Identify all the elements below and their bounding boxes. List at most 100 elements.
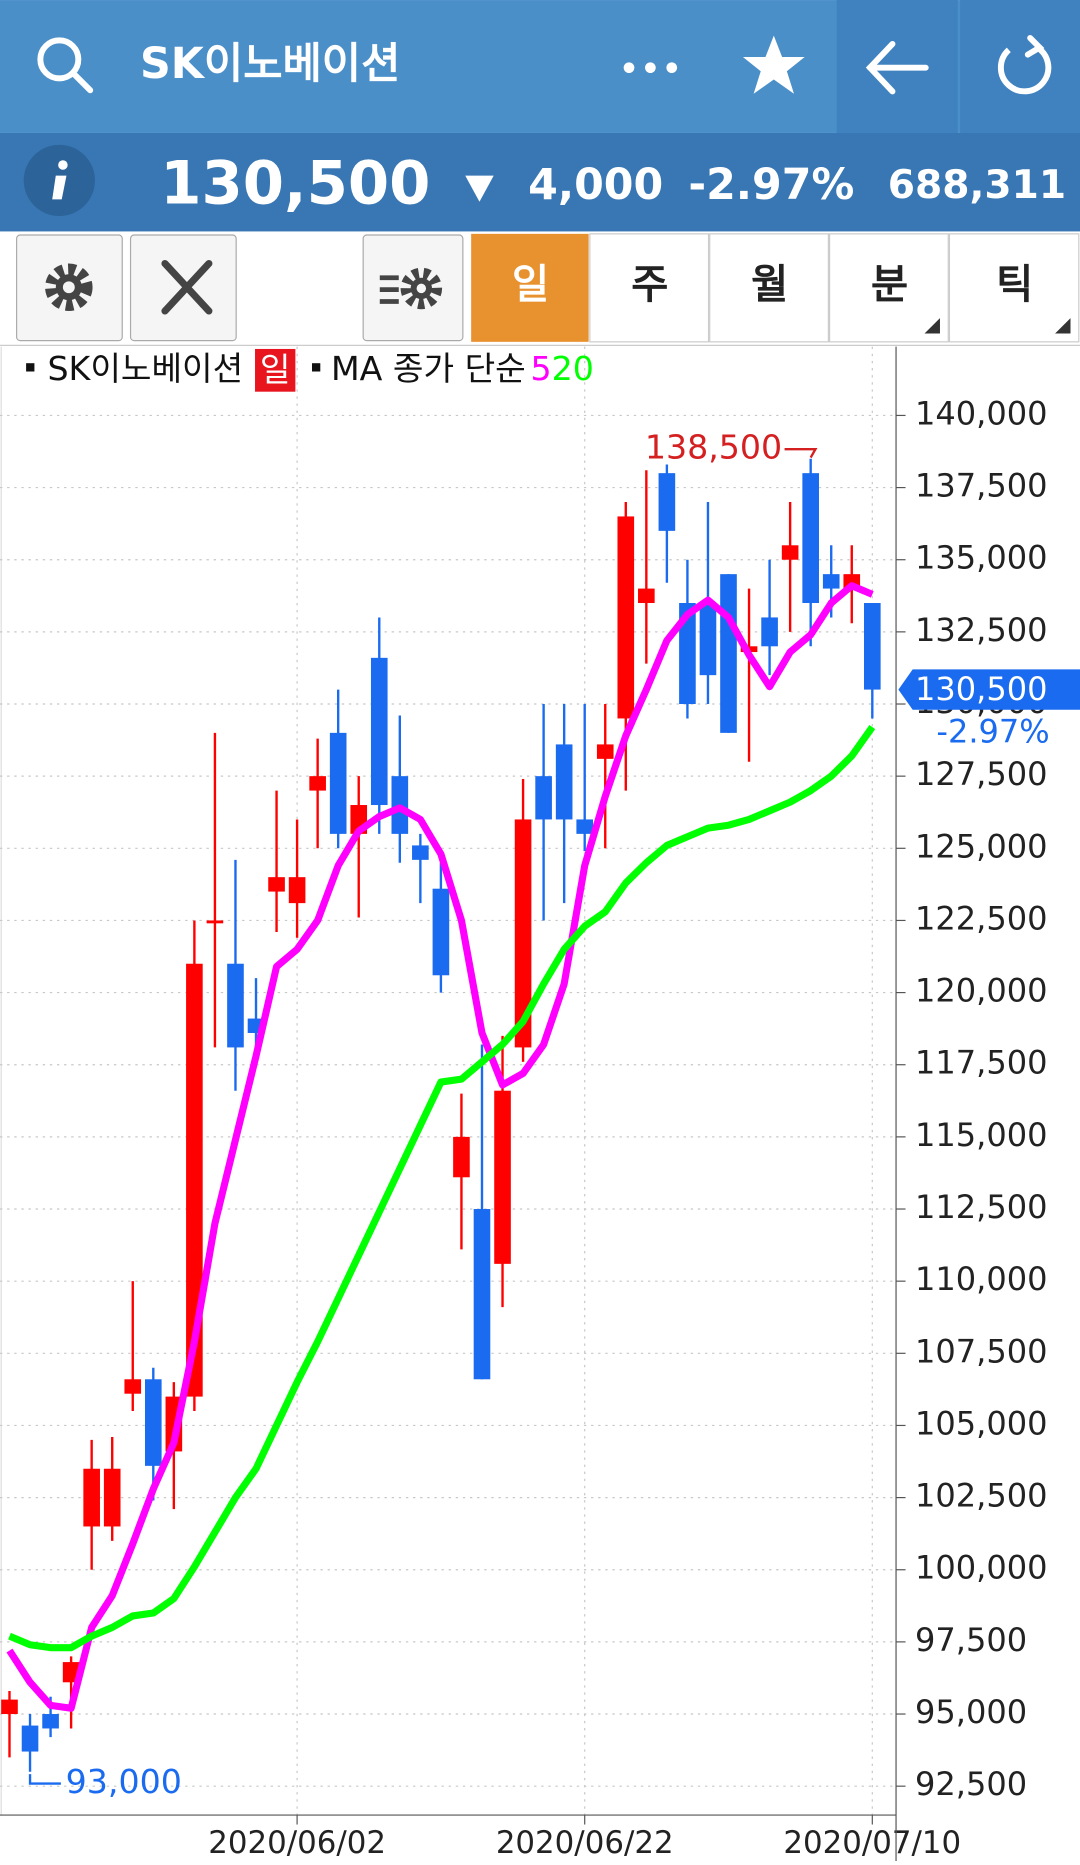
- period-tab[interactable]: [948, 233, 1080, 343]
- annotation-arrow: [784, 448, 818, 459]
- y-tick-label: 132,500: [915, 611, 1047, 649]
- candle-body: [514, 819, 532, 1048]
- candle-body: [802, 473, 819, 604]
- moving-average-line: [8, 725, 876, 1652]
- candle-body: [781, 545, 799, 560]
- period-badge: 일: [260, 350, 291, 389]
- candle-body: [268, 877, 285, 892]
- candle-body: [638, 588, 655, 604]
- gear-icon: [45, 263, 93, 311]
- candle-body: [186, 963, 203, 1397]
- candle-body: [596, 744, 614, 759]
- period-tab-label: 분: [871, 261, 908, 308]
- y-tick-label: 105,000: [915, 1404, 1047, 1442]
- legend-marker: [26, 363, 35, 372]
- y-tick-label: 115,000: [915, 1116, 1047, 1154]
- candle-body: [62, 1662, 80, 1683]
- favorite-icon[interactable]: [742, 35, 805, 94]
- period-tab[interactable]: [589, 233, 710, 343]
- candle-body: [329, 732, 347, 834]
- period-tab-label: 틱: [996, 261, 1033, 308]
- down-arrow: [465, 175, 494, 202]
- candle-body: [864, 603, 881, 690]
- y-tick-label: 140,000: [915, 394, 1047, 432]
- candle-body: [227, 963, 244, 1048]
- chart: 92,500 95,000 97,500 100,000 102,500 105,000 1…: [0, 346, 1080, 1861]
- y-tick-label: 110,000: [915, 1260, 1047, 1298]
- candle-body: [699, 603, 717, 676]
- x-tick-label: 2020/07/10: [783, 1825, 961, 1861]
- last-change-label: -2.97%: [936, 712, 1049, 750]
- candle-body: [1, 1699, 18, 1715]
- candle-body: [288, 877, 306, 904]
- indicator-icon: [379, 267, 443, 310]
- moving-average-line: [6, 582, 874, 1712]
- candle-body: [83, 1468, 100, 1527]
- y-tick-label: 95,000: [915, 1693, 1027, 1731]
- price: 130,500: [160, 149, 430, 218]
- candle-body: [535, 776, 552, 820]
- y-tick-label: 92,500: [915, 1765, 1027, 1803]
- y-tick-label: 125,000: [915, 827, 1047, 865]
- annotation: 138,500: [645, 428, 782, 467]
- period-tab[interactable]: [471, 233, 589, 342]
- candle-body: [555, 744, 573, 820]
- y-tick-label: 122,500: [915, 899, 1047, 937]
- legend-ma-label: MA 종가 단순: [331, 349, 526, 388]
- candle-body: [103, 1468, 121, 1527]
- y-tick-label: 127,500: [915, 755, 1047, 793]
- period-tab-label: 일: [512, 261, 549, 308]
- candle-body: [576, 819, 594, 834]
- y-tick-label: 135,000: [915, 539, 1047, 577]
- search-icon[interactable]: [37, 37, 94, 94]
- y-tick-label: 117,500: [915, 1044, 1047, 1082]
- candle-body: [309, 776, 326, 791]
- y-tick-label: 102,500: [915, 1477, 1047, 1515]
- candle-body: [124, 1379, 142, 1394]
- tools-icon: [161, 259, 213, 315]
- stock-title: SK이노베이션: [140, 39, 400, 89]
- more-icon[interactable]: [623, 62, 678, 74]
- candle-body: [144, 1379, 162, 1466]
- submenu-indicator: [924, 318, 940, 334]
- change-percent: -2.97%: [688, 160, 854, 210]
- last-price-label: 130,500: [915, 670, 1047, 708]
- legend-series-name: SK이노베이션: [47, 349, 243, 388]
- legend-entry: 5: [530, 349, 551, 388]
- candle-body: [658, 473, 676, 531]
- submenu-indicator: [1055, 318, 1071, 334]
- annotation: 93,000: [66, 1762, 182, 1801]
- back-icon: [865, 40, 929, 95]
- candle-body: [617, 516, 635, 719]
- y-tick-label: 120,000: [915, 972, 1047, 1010]
- x-tick-label: 2020/06/02: [208, 1825, 386, 1861]
- candle-body: [432, 888, 450, 976]
- y-tick-label: 137,500: [915, 467, 1047, 505]
- period-tab[interactable]: [709, 233, 829, 343]
- candle-body: [679, 603, 696, 705]
- refresh-button[interactable]: [960, 0, 1080, 133]
- refresh-icon: [997, 35, 1052, 95]
- annotation-arrow: [28, 1774, 61, 1785]
- y-tick-label: 97,500: [915, 1621, 1027, 1659]
- legend-marker: [311, 363, 321, 372]
- y-tick-label: 112,500: [915, 1188, 1047, 1226]
- candle-body: [473, 1209, 491, 1380]
- change: 4,000: [528, 160, 663, 210]
- legend-entry: 20: [552, 349, 594, 388]
- candle-body: [494, 1090, 511, 1264]
- candle-body: [412, 845, 429, 860]
- candle-body: [453, 1136, 470, 1178]
- period-tab[interactable]: [828, 233, 949, 343]
- period-tab-label: 주: [631, 261, 668, 308]
- candle-body: [822, 574, 840, 589]
- period-tab-label: 월: [751, 261, 788, 308]
- y-tick-label: 100,000: [915, 1549, 1047, 1587]
- price-bar: [0, 132, 1080, 232]
- info-icon: [52, 160, 68, 200]
- candle-body: [761, 617, 778, 647]
- candle-body: [21, 1725, 39, 1752]
